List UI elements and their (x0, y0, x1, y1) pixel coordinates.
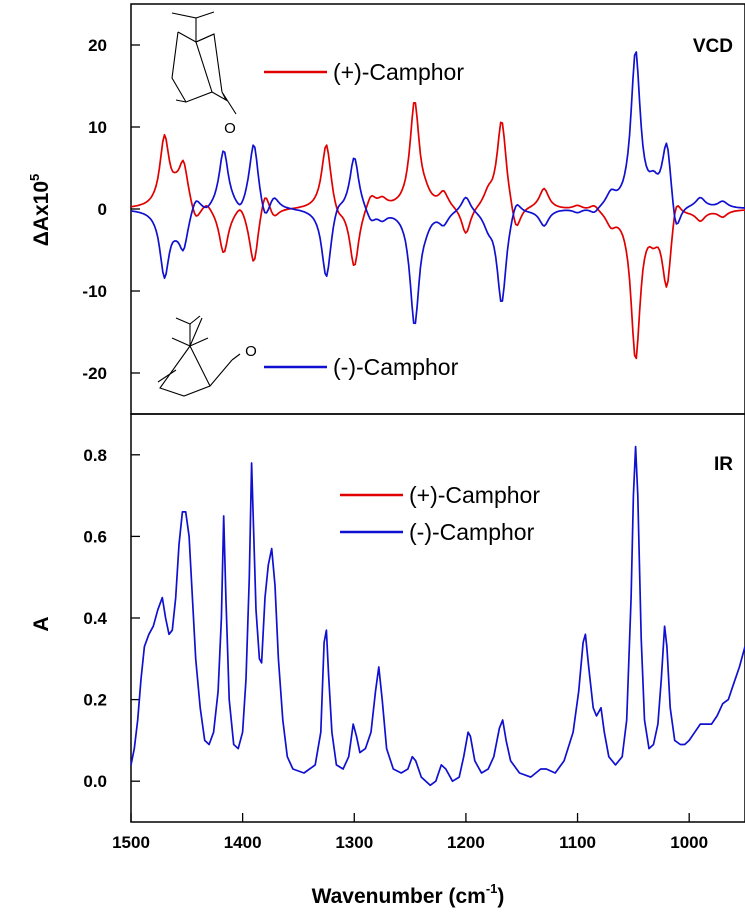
vcd-panel: 20 10 0 -10 -20 VCD ΔAx105 O (+)-Camphor O (… (27, 3, 745, 415)
ir-y-tick-label: 0.4 (83, 609, 107, 628)
ir-x-tick-label: 1100 (559, 833, 596, 852)
ir-plot-frame (130, 413, 745, 823)
vcd-y-tick-label: 0 (98, 200, 107, 219)
ir-x-tick-label: 1300 (335, 833, 373, 852)
vcd-series-group (130, 51, 745, 360)
vcd-legend-minus-label: (-)-Camphor (333, 354, 459, 380)
vcd-y-tick-label: -10 (82, 282, 107, 301)
ir-x-tick-label: 1500 (112, 833, 150, 852)
plus-camphor-oxygen-label: O (224, 120, 236, 137)
ir-y-axis-title: A (30, 616, 53, 631)
vcd-y-axis-title: ΔAx105 (27, 174, 53, 247)
ir-panel-label: IR (714, 454, 733, 475)
plus-camphor-structure-icon (171, 11, 237, 115)
vcd-panel-label: VCD (693, 36, 733, 57)
minus-camphor-oxygen-label: O (245, 343, 257, 360)
minus-camphor-structure-icon (157, 315, 241, 397)
vcd-y-tick-label: 10 (88, 118, 107, 137)
vcd-y-tick-label: -20 (82, 364, 107, 383)
vcd-series-line-1 (130, 51, 745, 325)
ir-series-group (130, 445, 745, 787)
ir-axis-ticks: 0.8 0.6 0.4 0.2 0.0 1500 1400 1300 1200 1100 1000 (83, 446, 708, 852)
ir-y-tick-label: 0.0 (83, 772, 107, 791)
vcd-series-line-0 (130, 101, 745, 360)
ir-y-tick-label: 0.6 (83, 527, 107, 546)
vcd-legend-plus-label: (+)-Camphor (333, 59, 464, 85)
vcd-y-tick-label: 20 (88, 36, 107, 55)
ir-y-tick-label: 0.8 (83, 446, 107, 465)
ir-x-tick-label: 1400 (224, 833, 262, 852)
ir-series-line-1 (130, 445, 745, 787)
ir-legend-minus-label: (-)-Camphor (409, 519, 535, 545)
ir-x-tick-label: 1000 (670, 833, 708, 852)
ir-x-tick-label: 1200 (447, 833, 485, 852)
ir-y-tick-label: 0.2 (83, 691, 107, 710)
vcd-y-ticks: 20 10 0 -10 -20 (82, 36, 140, 383)
x-axis-title: Wavenumber (cm-1) (312, 881, 505, 908)
ir-legend-plus-label: (+)-Camphor (409, 482, 540, 508)
